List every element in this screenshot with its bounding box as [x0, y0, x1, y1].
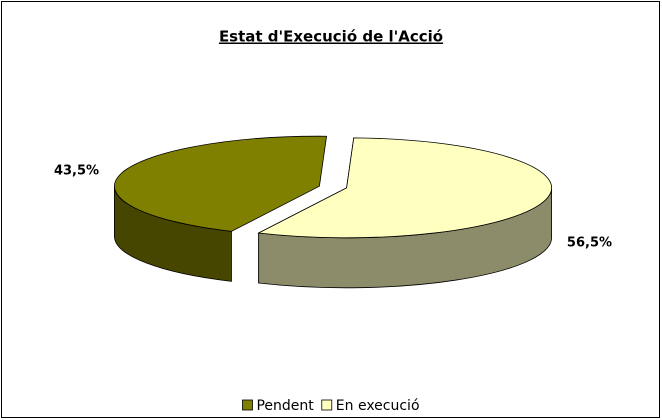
legend-swatch: [321, 399, 333, 411]
chart-title: Estat d'Execució de l'Acció: [219, 28, 443, 46]
legend-label: En execució: [336, 398, 420, 414]
pie-slice: [257, 137, 552, 239]
pie-slice: [114, 135, 328, 232]
legend-label: Pendent: [256, 398, 314, 414]
data-label: 56,5%: [567, 236, 612, 251]
legend-swatch: [242, 399, 253, 411]
legend: Pendent En execució: [242, 398, 420, 414]
data-label: 43,5%: [54, 163, 99, 178]
